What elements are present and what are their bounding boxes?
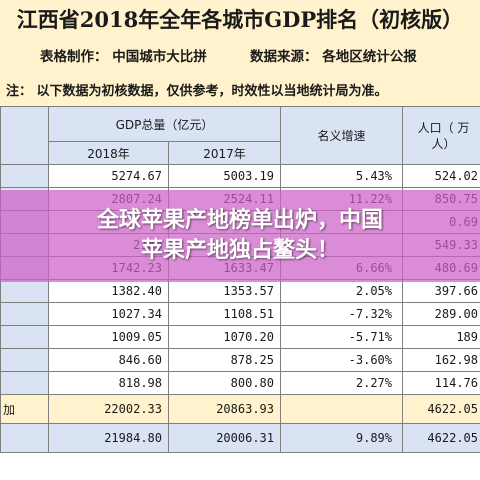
table-row: 1009.05 1070.20 -5.71% 189 [0,325,480,349]
total-row-2: 21984.80 20006.31 9.89% 4622.05 [0,423,480,453]
row-city-cell [0,302,49,326]
total-label-cell: 加 [0,394,49,424]
gdp-2017-cell: 800.80 [168,371,281,395]
row-city-cell [0,279,49,303]
population-cell: 189 [402,325,480,349]
gdp-2017-cell: 878.25 [168,348,281,372]
total-label-cell [0,423,49,453]
growth-cell: -3.60% [280,348,403,372]
info-row: 表格制作： 中国城市大比拼 数据来源： 各地区统计公报 [0,38,480,73]
gdp-2017-cell: 5003.19 [168,164,281,188]
total-growth-cell [280,394,403,424]
header-year-2018: 2018年 [48,141,169,165]
header-row-1: GDP总量（亿元） 名义增速 人口（ 万 人） [0,106,480,165]
table-row: 1382.40 1353.57 2.05% 397.66 [0,279,480,303]
total-gdp-2018-cell: 22002.33 [48,394,169,424]
row-city-cell [0,371,49,395]
growth-cell: 2.27% [280,371,403,395]
row-city-cell [0,348,49,372]
total-population-cell: 4622.05 [402,423,480,453]
population-cell: 114.76 [402,371,480,395]
total-gdp-2018-cell: 21984.80 [48,423,169,453]
header-nominal-growth: 名义增速 [280,106,403,165]
growth-cell: -7.32% [280,302,403,326]
total-population-cell: 4622.05 [402,394,480,424]
table-maker: 表格制作： 中国城市大比拼 [40,49,207,65]
table-row: 1027.34 1108.51 -7.32% 289.00 [0,302,480,326]
header-population: 人口（ 万 人） [402,106,480,165]
gdp-2017-cell: 1070.20 [168,325,281,349]
population-cell: 162.98 [402,348,480,372]
banner-line-2: 苹果产地独占鳌头！ [140,238,339,263]
header-year-2017: 2017年 [168,141,281,165]
banner-line-1: 全球苹果产地榜单出炉，中国 [96,208,383,233]
gdp-2017-cell: 1108.51 [168,302,281,326]
header-city-cell [0,106,49,165]
overlay-banner: 全球苹果产地榜单出炉，中国 苹果产地独占鳌头！ [0,190,480,282]
header-gdp-total: GDP总量（亿元） [48,106,281,142]
note-row: 注： 以下数据为初核数据，仅供参考，时效性以当地统计局为准。 [0,72,480,107]
note-text: 注： 以下数据为初核数据，仅供参考，时效性以当地统计局为准。 [6,83,388,99]
growth-cell: 2.05% [280,279,403,303]
gdp-2018-cell: 1009.05 [48,325,169,349]
gdp-2018-cell: 1027.34 [48,302,169,326]
total-growth-cell: 9.89% [280,423,403,453]
page-title: 江西省2018年全年各城市GDP排名（初核版） [0,0,480,39]
table-row: 818.98 800.80 2.27% 114.76 [0,371,480,395]
growth-cell: -5.71% [280,325,403,349]
row-city-cell [0,325,49,349]
table-row: 5274.67 5003.19 5.43% 524.02 [0,164,480,188]
total-gdp-2017-cell: 20863.93 [168,394,281,424]
gdp-2018-cell: 5274.67 [48,164,169,188]
population-cell: 524.02 [402,164,480,188]
total-row: 加 22002.33 20863.93 4622.05 [0,394,480,424]
gdp-2018-cell: 818.98 [48,371,169,395]
population-cell: 289.00 [402,302,480,326]
row-city-cell [0,164,49,188]
header-row-2: 2018年 2017年 [1,141,480,165]
gdp-2018-cell: 846.60 [48,348,169,372]
gdp-2017-cell: 1353.57 [168,279,281,303]
population-cell: 397.66 [402,279,480,303]
gdp-2018-cell: 1382.40 [48,279,169,303]
table-row: 846.60 878.25 -3.60% 162.98 [0,348,480,372]
total-gdp-2017-cell: 20006.31 [168,423,281,453]
data-source: 数据来源： 各地区统计公报 [250,49,417,65]
growth-cell: 5.43% [280,164,403,188]
